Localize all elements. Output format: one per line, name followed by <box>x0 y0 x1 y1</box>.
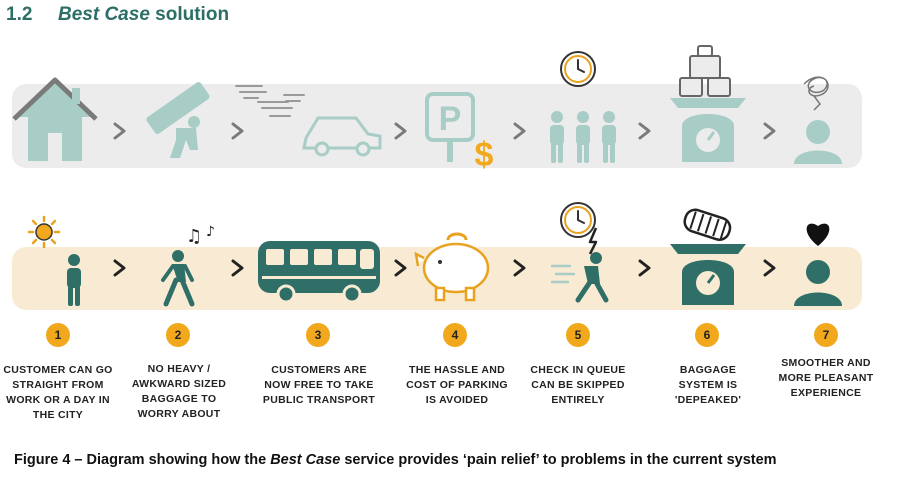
overloaded-scale-icon <box>670 45 746 162</box>
heart-icon <box>806 223 830 246</box>
section-title-italic: Best Case <box>58 4 150 25</box>
section-number: 1.2 <box>6 4 33 25</box>
person-carrying-baggage-icon <box>146 82 210 158</box>
svg-text:P: P <box>439 100 462 138</box>
step-4-badge: 4 <box>443 323 467 347</box>
step-3-text: Customers are now free to take public tr… <box>262 364 376 406</box>
standing-person-icon <box>67 254 81 306</box>
scribble-icon <box>803 76 829 111</box>
clock-icon <box>560 51 596 87</box>
music-notes-icon: ♫ ♪ <box>186 224 215 247</box>
bus-icon <box>258 241 380 304</box>
piggy-bank-icon <box>414 232 490 302</box>
svg-text:♪: ♪ <box>206 224 215 240</box>
walking-person-icon <box>161 250 195 307</box>
luggage-scale-icon <box>670 208 746 305</box>
stressed-person-icon <box>794 120 842 164</box>
house-icon <box>12 77 98 161</box>
caption-suffix: service provides ‘pain relief’ to proble… <box>340 452 777 468</box>
step-1-badge: 1 <box>46 323 70 347</box>
caption-prefix: Figure 4 – Diagram showing how the <box>14 452 271 468</box>
step-4-text: The hassle and cost of parking is avoide… <box>406 364 508 406</box>
figure-caption: Figure 4 – Diagram showing how the Best … <box>14 452 777 468</box>
step-1-text: Customer can go straight from work or a … <box>3 364 113 421</box>
caption-italic: Best Case <box>270 452 341 468</box>
step-6-text: Baggage system is 'depeaked' <box>674 364 742 406</box>
step-2-text: No heavy / awkward sized baggage to worr… <box>131 363 227 420</box>
car-icon <box>302 116 382 157</box>
step-5-badge: 5 <box>566 323 590 347</box>
traffic-fumes-icon <box>235 85 305 117</box>
svg-text:♫: ♫ <box>186 226 202 247</box>
step-2-badge: 2 <box>166 323 190 347</box>
parking-cost-icon: P $ <box>425 92 494 174</box>
svg-text:$: $ <box>475 136 494 174</box>
running-person-icon <box>550 252 609 303</box>
section-heading: 1.2 Best Case solution <box>6 4 229 26</box>
step-3-badge: 3 <box>306 323 330 347</box>
lightning-icon <box>588 227 598 255</box>
clock-icon <box>560 202 596 238</box>
step-7-badge: 7 <box>814 323 838 347</box>
happy-person-icon <box>794 260 842 306</box>
queue-icon <box>550 111 616 163</box>
sun-icon <box>27 215 61 249</box>
section-title-rest: solution <box>149 4 230 25</box>
step-7-text: Smoother and more pleasant experience <box>778 357 874 399</box>
step-6-badge: 6 <box>695 323 719 347</box>
step-5-text: Check in queue can be skipped entirely <box>530 364 626 406</box>
